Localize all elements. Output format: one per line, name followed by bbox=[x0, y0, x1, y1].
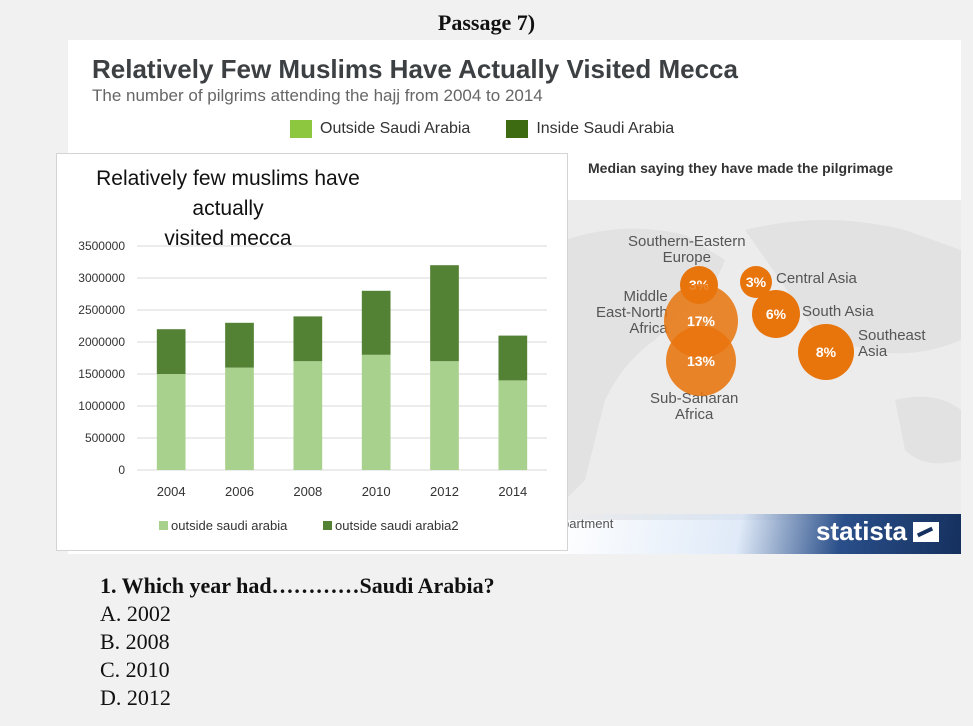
legend-label-inside: Inside Saudi Arabia bbox=[536, 120, 675, 137]
bar-segment-lower bbox=[293, 361, 323, 470]
region-label-mena: Middle East-North Africa bbox=[596, 288, 668, 337]
y-tick-label: 3000000 bbox=[78, 271, 125, 285]
statista-logo-text: statista bbox=[815, 516, 907, 546]
bubble-south-asia: 6% bbox=[752, 290, 800, 338]
infographic-subtitle: The number of pilgrims attending the haj… bbox=[92, 86, 543, 105]
y-tick-label: 1500000 bbox=[78, 367, 125, 381]
legend-swatch bbox=[159, 521, 168, 530]
bubble-central-asia: 3% bbox=[740, 266, 772, 298]
option-d: D. 2012 bbox=[100, 685, 171, 710]
legend-item-outside: Outside Saudi Arabia bbox=[290, 120, 470, 138]
x-tick-label: 2010 bbox=[362, 484, 391, 499]
source-text: partment bbox=[562, 516, 614, 531]
legend-label: outside saudi arabia2 bbox=[335, 518, 459, 533]
infographic-footer bbox=[558, 514, 961, 554]
map-shapes bbox=[565, 220, 961, 501]
bar-segment-lower bbox=[498, 380, 528, 470]
region-label-southeast-asia: Southeast Asia bbox=[858, 327, 926, 360]
legend-swatch bbox=[323, 521, 332, 530]
region-label-sub-saharan: Sub-Saharan Africa bbox=[650, 390, 739, 423]
x-tick-label: 2004 bbox=[157, 484, 186, 499]
y-tick-label: 2500000 bbox=[78, 303, 125, 317]
bar-segment-lower bbox=[361, 354, 391, 470]
question-text: 1. Which year had…………Saudi Arabia? bbox=[100, 573, 495, 598]
y-tick-label: 2000000 bbox=[78, 335, 125, 349]
chart-title: Relatively few muslims have actually vis… bbox=[96, 167, 360, 250]
bar-segment-lower bbox=[156, 374, 186, 470]
x-tick-label: 2008 bbox=[293, 484, 322, 499]
x-tick-label: 2012 bbox=[430, 484, 459, 499]
bar-segment-lower bbox=[225, 367, 254, 470]
statista-logo-icon bbox=[913, 521, 939, 542]
option-c: C. 2010 bbox=[100, 657, 170, 682]
legend-item-inside: Inside Saudi Arabia bbox=[506, 120, 674, 138]
region-label-se-europe: Southern-Eastern Europe bbox=[628, 233, 746, 266]
y-tick-label: 1000000 bbox=[78, 399, 125, 413]
bar-segment-upper bbox=[156, 329, 186, 374]
option-b: B. 2008 bbox=[100, 629, 170, 654]
legend-swatch-inside bbox=[506, 120, 529, 138]
region-label-central-asia: Central Asia bbox=[776, 270, 857, 287]
question-block: 1. Which year had…………Saudi Arabia? A. 20… bbox=[100, 572, 495, 712]
bar-segment-lower bbox=[430, 361, 459, 470]
bubble-sub-saharan: 13% bbox=[666, 326, 736, 396]
map-title: Median saying they have made the pilgrim… bbox=[588, 160, 893, 176]
excel-bar-chart: Relatively few muslims have actually vis… bbox=[56, 153, 568, 551]
y-tick-label: 3500000 bbox=[78, 239, 125, 253]
bar-segment-upper bbox=[430, 265, 459, 362]
region-label-south-asia: South Asia bbox=[802, 303, 874, 320]
y-tick-label: 0 bbox=[118, 463, 125, 477]
infographic-legend: Outside Saudi Arabia Inside Saudi Arabia bbox=[290, 120, 710, 138]
x-tick-label: 2014 bbox=[498, 484, 527, 499]
legend-label-outside: Outside Saudi Arabia bbox=[320, 120, 471, 137]
statista-logo: statista bbox=[816, 516, 939, 547]
legend-swatch-outside bbox=[290, 120, 312, 138]
chart-plot: 0 500000 1000000 1500000 2000000 2500000 30000… bbox=[78, 239, 547, 533]
bar-segment-upper bbox=[225, 322, 254, 368]
infographic-title: Relatively Few Muslims Have Actually Vis… bbox=[92, 54, 738, 84]
option-a: A. 2002 bbox=[100, 601, 171, 626]
y-tick-label: 500000 bbox=[85, 431, 125, 445]
passage-label: Passage 7) bbox=[437, 10, 536, 35]
bar-segment-upper bbox=[361, 290, 391, 355]
world-map bbox=[565, 200, 961, 520]
x-tick-label: 2006 bbox=[225, 484, 254, 499]
legend-label: outside saudi arabia bbox=[171, 518, 288, 533]
bar-segment-upper bbox=[293, 316, 323, 362]
bubble-southeast-asia: 8% bbox=[798, 324, 854, 380]
bar-segment-upper bbox=[498, 335, 528, 381]
